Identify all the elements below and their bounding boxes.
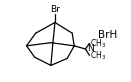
Text: N: N bbox=[87, 45, 94, 53]
Text: BrH: BrH bbox=[98, 30, 117, 40]
Text: $\mathregular{CH_3}$: $\mathregular{CH_3}$ bbox=[91, 37, 107, 50]
Text: $\mathregular{CH_3}$: $\mathregular{CH_3}$ bbox=[91, 49, 107, 62]
Text: Br: Br bbox=[50, 5, 60, 14]
